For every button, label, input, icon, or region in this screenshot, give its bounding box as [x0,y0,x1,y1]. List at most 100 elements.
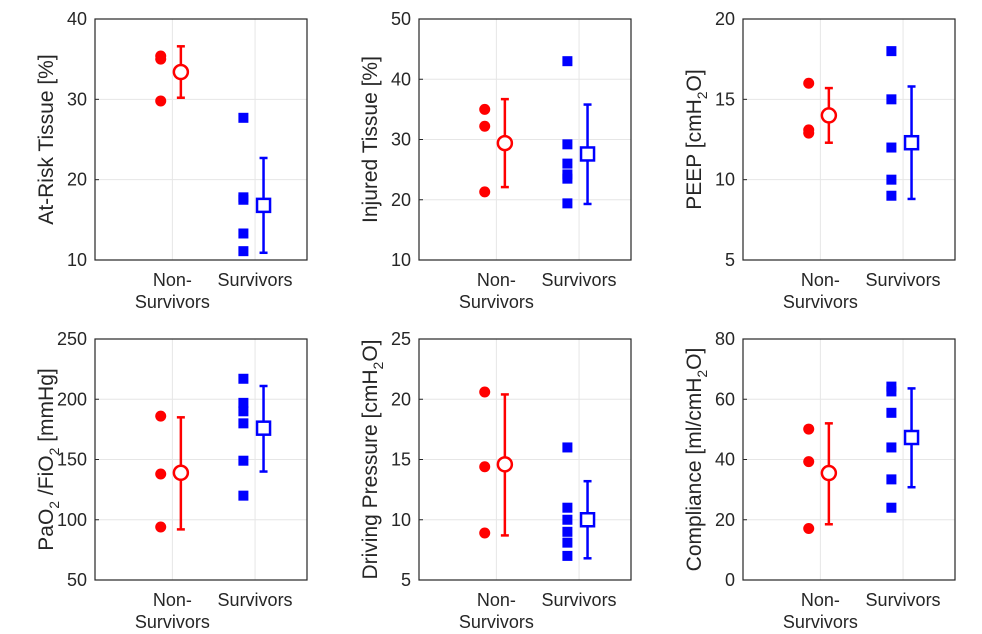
y-tick-label: 5 [725,250,735,270]
mean-marker [820,464,838,482]
y-tick-label: 10 [67,250,87,270]
mean-marker [903,429,920,446]
data-point [803,423,815,435]
data-point [479,461,491,473]
x-tick-label: Survivors [542,270,617,290]
chart-panel-3: 5 10 15 20 Non-Survivors Survivors PEEP [cmH2O… [683,9,956,312]
data-point [562,139,573,150]
data-point [886,46,897,57]
data-point [238,455,249,466]
mean-marker [820,107,838,124]
y-axis-label: At-Risk Tissue [%] [35,54,58,224]
data-point [886,407,897,418]
data-point [562,56,573,67]
data-point [238,194,249,205]
data-point [155,410,167,422]
chart-panel-5: 5 10 15 20 25 Non-Survivors Survivors Driving P… [359,329,632,632]
data-point [155,53,167,65]
data-point [155,95,167,107]
data-point [886,174,897,185]
chart-panel-2: 10 20 30 40 50 Non-Survivors Survivors Injured … [359,9,632,312]
y-tick-label: 25 [391,329,411,349]
y-tick-label: 150 [57,450,87,470]
y-axis-label: Injured Tissue [%] [359,56,382,223]
data-point [886,386,897,397]
x-tick-label: Non-Survivors [783,270,858,312]
data-point [238,112,249,123]
x-tick-label: Non-Survivors [459,270,534,312]
y-tick-label: 200 [57,389,87,409]
mean-marker [255,420,272,436]
x-tick-label: Non-Survivors [459,590,534,632]
x-tick-label: Survivors [218,270,293,290]
y-tick-label: 250 [57,329,87,349]
data-point [238,373,249,384]
data-point [238,490,249,501]
y-tick-label: 40 [715,450,735,470]
y-tick-label: 0 [725,570,735,590]
chart-panel-4: 50 100 150 200 250 Non-Survivors Survivors PaO2… [35,329,308,632]
axes-frame [94,18,308,261]
data-point [886,190,897,201]
data-point [238,418,249,429]
y-tick-label: 50 [391,9,411,29]
y-tick-label: 20 [715,9,735,29]
y-tick-label: 50 [67,570,87,590]
data-point [238,228,249,239]
axes-frame [742,18,956,261]
mean-marker [579,146,596,162]
mean-marker [579,512,596,528]
y-tick-label: 20 [67,170,87,190]
data-point [155,521,167,533]
data-point [562,526,573,537]
y-tick-label: 20 [391,190,411,210]
y-tick-label: 40 [391,69,411,89]
data-point [803,127,815,139]
x-tick-label: Survivors [542,590,617,610]
x-tick-label: Survivors [218,590,293,610]
mean-marker [172,464,190,482]
mean-marker [903,134,920,151]
x-tick-label: Non-Survivors [135,270,210,312]
data-point [479,386,491,398]
data-point [803,77,815,89]
y-axis-label: Compliance [ml/cmH2O] [683,348,710,572]
data-point [562,514,573,525]
x-tick-label: Survivors [866,270,941,290]
y-tick-label: 100 [57,510,87,530]
data-point [238,406,249,417]
data-point [803,456,815,468]
x-tick-label: Non-Survivors [783,590,858,632]
data-point [238,397,249,408]
data-point [886,442,897,453]
mean-marker [255,197,272,214]
x-tick-label: Non-Survivors [135,590,210,632]
data-point [562,537,573,548]
y-tick-label: 20 [715,510,735,530]
data-point [562,198,573,209]
data-point [238,246,249,257]
data-point [886,502,897,513]
data-point [886,94,897,105]
y-axis-label: Driving Pressure [cmH2O] [359,339,386,579]
data-point [803,522,815,534]
mean-marker [496,134,514,152]
y-tick-label: 30 [67,89,87,109]
y-tick-label: 20 [391,389,411,409]
y-axis-label: PEEP [cmH2O] [683,69,710,209]
data-point [479,103,491,115]
data-point [479,186,491,198]
data-point [479,120,491,132]
y-tick-label: 10 [715,170,735,190]
data-point [562,502,573,513]
data-point [886,474,897,485]
data-point [562,442,573,453]
mean-marker [172,63,190,81]
y-tick-label: 10 [391,510,411,530]
y-tick-label: 5 [401,570,411,590]
y-tick-label: 40 [67,9,87,29]
data-point [562,173,573,184]
data-point [562,158,573,169]
y-tick-label: 80 [715,329,735,349]
